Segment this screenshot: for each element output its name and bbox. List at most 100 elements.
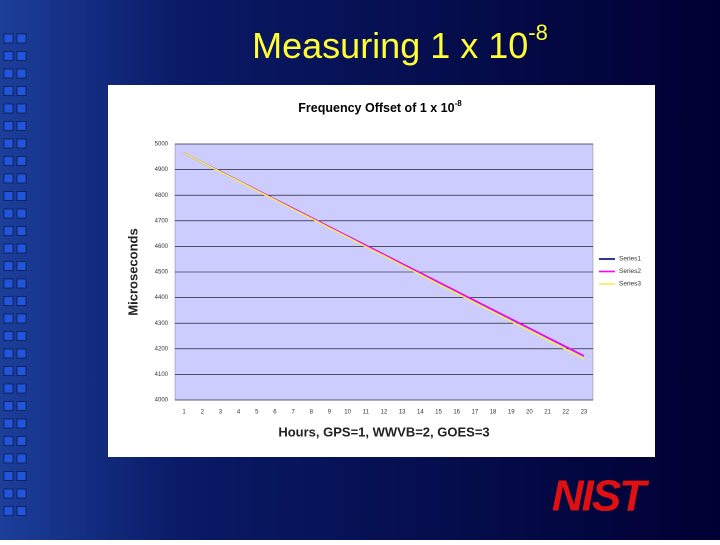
square bbox=[16, 121, 27, 131]
square bbox=[3, 383, 14, 394]
slide-title-text: Measuring 1 x 10 bbox=[252, 25, 528, 66]
x-tick-label: 23 bbox=[581, 410, 588, 416]
x-tick-label: 16 bbox=[453, 410, 460, 416]
square bbox=[16, 506, 27, 516]
square bbox=[16, 33, 27, 44]
x-tick-label: 3 bbox=[219, 410, 223, 416]
slide-title-sup: -8 bbox=[528, 20, 548, 45]
square bbox=[16, 138, 27, 149]
chart-title: Frequency Offset of 1 x 10-8 bbox=[298, 99, 462, 115]
x-axis-label: Hours, GPS=1, WWVB=2, GOES=3 bbox=[278, 424, 489, 439]
square bbox=[16, 191, 27, 201]
series-line bbox=[183, 152, 585, 360]
square bbox=[3, 418, 14, 429]
x-tick-label: 11 bbox=[363, 410, 370, 416]
square bbox=[3, 156, 14, 166]
square bbox=[3, 191, 14, 201]
legend-label: Series1 bbox=[619, 256, 641, 263]
square bbox=[16, 261, 27, 271]
square bbox=[3, 506, 14, 516]
x-tick-label: 4 bbox=[237, 410, 241, 416]
square bbox=[16, 348, 27, 359]
square bbox=[16, 436, 27, 446]
x-tick-label: 1 bbox=[182, 410, 186, 416]
square bbox=[16, 383, 27, 394]
x-tick-label: 13 bbox=[399, 410, 406, 416]
square bbox=[16, 173, 27, 184]
square bbox=[16, 401, 27, 411]
square bbox=[16, 208, 27, 219]
decoration bbox=[3, 33, 27, 516]
square bbox=[3, 278, 14, 289]
square bbox=[3, 243, 14, 254]
y-tick-label: 4700 bbox=[155, 218, 169, 224]
square bbox=[16, 68, 27, 79]
square bbox=[16, 471, 27, 481]
x-tick-label: 9 bbox=[328, 410, 332, 416]
y-tick-label: 4800 bbox=[155, 193, 169, 199]
square bbox=[3, 51, 14, 61]
square bbox=[3, 348, 14, 359]
square bbox=[3, 471, 14, 481]
square bbox=[16, 243, 27, 254]
square bbox=[3, 173, 14, 184]
square bbox=[16, 103, 27, 114]
square bbox=[3, 121, 14, 131]
square bbox=[16, 296, 27, 306]
y-axis-label: Microseconds bbox=[125, 228, 140, 315]
square bbox=[3, 208, 14, 219]
x-tick-label: 7 bbox=[291, 410, 295, 416]
square bbox=[3, 331, 14, 341]
square bbox=[3, 103, 14, 114]
x-tick-label: 21 bbox=[544, 410, 551, 416]
logo: NIST bbox=[552, 472, 649, 521]
x-tick-label: 15 bbox=[435, 410, 442, 416]
square bbox=[3, 401, 14, 411]
square bbox=[3, 226, 14, 236]
x-tick-label: 5 bbox=[255, 410, 259, 416]
square bbox=[3, 296, 14, 306]
x-tick-label: 12 bbox=[381, 410, 388, 416]
square bbox=[16, 86, 27, 96]
chart-title-sup: -8 bbox=[455, 99, 463, 108]
square bbox=[16, 278, 27, 289]
legend-label: Series3 bbox=[619, 281, 641, 288]
legend-label: Series2 bbox=[619, 268, 641, 275]
square bbox=[16, 488, 27, 499]
square bbox=[3, 488, 14, 499]
y-tick-label: 4100 bbox=[155, 372, 169, 378]
square bbox=[16, 51, 27, 61]
square bbox=[3, 33, 14, 44]
y-tick-label: 4500 bbox=[155, 270, 169, 276]
square bbox=[16, 331, 27, 341]
y-tick-label: 4000 bbox=[155, 398, 169, 404]
square bbox=[3, 366, 14, 376]
y-tick-label: 4600 bbox=[155, 244, 169, 250]
y-tick-label: 4200 bbox=[155, 346, 169, 352]
square bbox=[3, 436, 14, 446]
x-tick-label: 19 bbox=[508, 410, 515, 416]
x-tick-label: 20 bbox=[526, 410, 533, 416]
square bbox=[16, 313, 27, 324]
y-tick-label: 4900 bbox=[155, 167, 169, 173]
x-tick-label: 8 bbox=[310, 410, 314, 416]
x-tick-label: 14 bbox=[417, 410, 424, 416]
square bbox=[3, 138, 14, 149]
square bbox=[3, 86, 14, 96]
square bbox=[16, 156, 27, 166]
y-tick-label: 5000 bbox=[155, 142, 169, 148]
y-tick-label: 4400 bbox=[155, 295, 169, 301]
slide-title: Measuring 1 x 10-8 bbox=[252, 20, 548, 66]
square bbox=[16, 418, 27, 429]
x-tick-label: 22 bbox=[562, 410, 569, 416]
square bbox=[16, 226, 27, 236]
x-tick-label: 10 bbox=[344, 410, 351, 416]
x-tick-label: 6 bbox=[273, 410, 277, 416]
square bbox=[3, 453, 14, 464]
y-tick-label: 4300 bbox=[155, 321, 169, 327]
square bbox=[16, 453, 27, 464]
square bbox=[16, 366, 27, 376]
x-tick-label: 18 bbox=[490, 410, 497, 416]
